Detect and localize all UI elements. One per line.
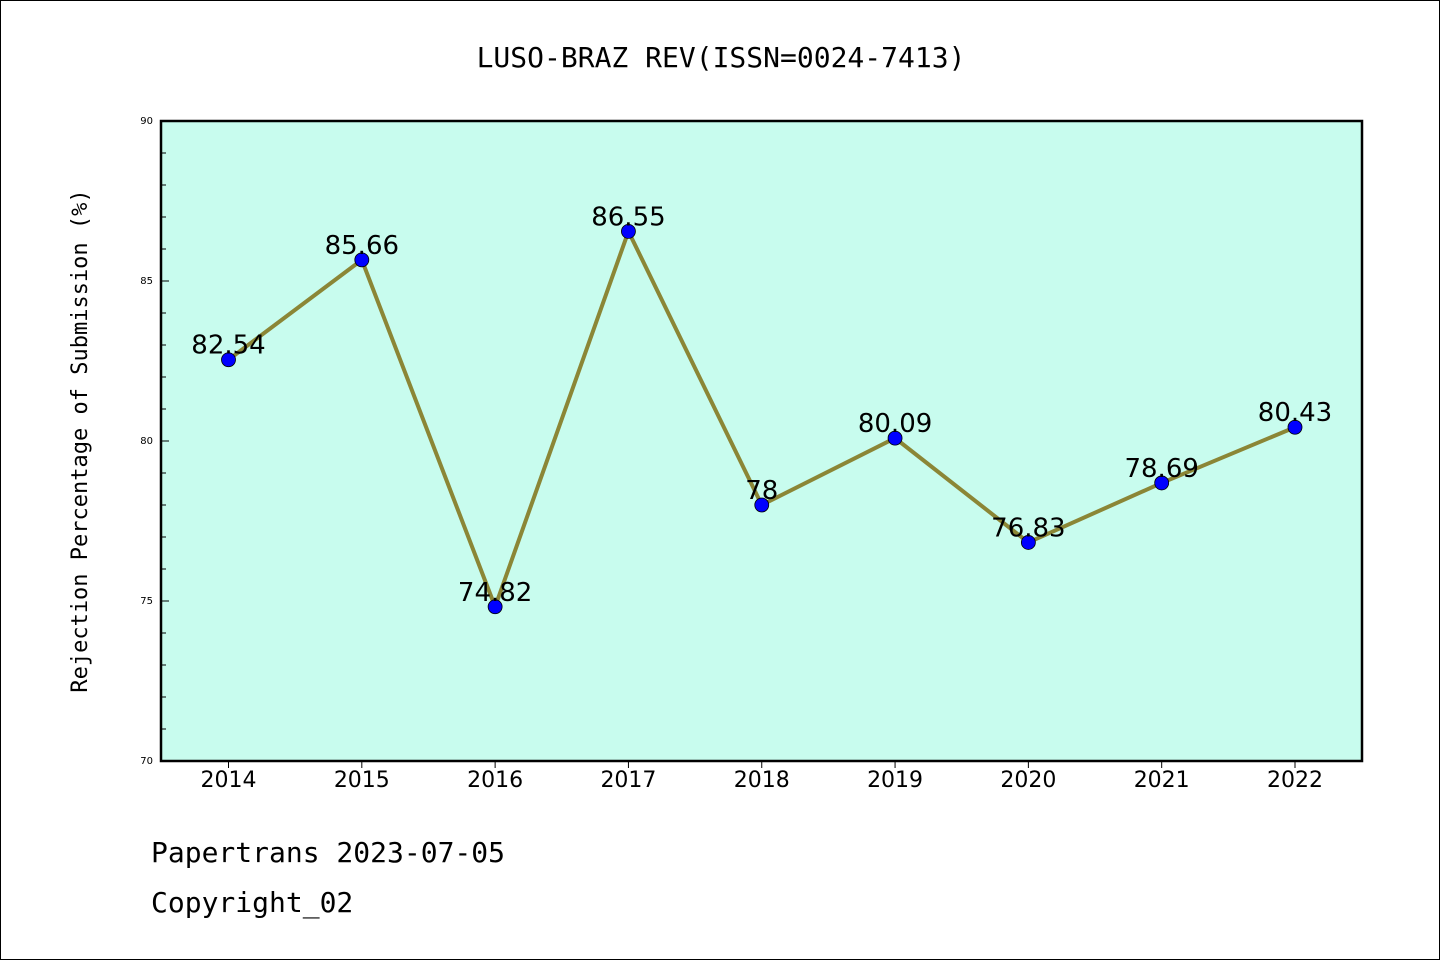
data-point <box>1287 419 1303 435</box>
marker-layer <box>221 223 1303 615</box>
y-axis-label: Rejection Percentage of Submission (%) <box>68 189 93 692</box>
x-tick-label: 2015 <box>334 768 390 793</box>
data-label: 82.54 <box>191 331 265 361</box>
data-label: 80.09 <box>858 409 932 439</box>
x-tick-label: 2017 <box>600 768 656 793</box>
y-tick-label: 85 <box>140 276 153 287</box>
data-label: 78 <box>745 476 778 506</box>
data-label: 86.55 <box>591 202 665 232</box>
footer-copyright: Copyright_02 <box>151 886 354 919</box>
data-point <box>354 252 370 268</box>
chart-title: LUSO-BRAZ REV(ISSN=0024-7413) <box>477 41 966 74</box>
y-tick-label: 80 <box>140 436 153 447</box>
x-tick-label: 2014 <box>201 768 257 793</box>
x-tick-label: 2021 <box>1134 768 1190 793</box>
y-tick-label: 75 <box>140 596 153 607</box>
data-point <box>1020 535 1036 550</box>
x-tick-label: 2020 <box>1000 768 1056 793</box>
data-label: 85.66 <box>325 231 399 261</box>
data-label: 74.82 <box>458 578 532 608</box>
x-tick-label: 2022 <box>1267 768 1323 793</box>
data-label: 78.69 <box>1124 454 1198 484</box>
x-axis: 2014 2015 2016 2017 2018 2019 2020 2021 2022 <box>201 761 1323 793</box>
footer-date: Papertrans 2023-07-05 <box>151 836 506 869</box>
y-tick-label: 90 <box>140 116 153 127</box>
data-point <box>621 223 636 239</box>
x-tick-label: 2019 <box>867 768 923 793</box>
data-label-layer: 82.54 85.66 74.82 86.55 78 80.09 76.83 78.69 80.… <box>191 202 1332 607</box>
plot-area <box>159 119 1364 763</box>
y-axis: 70 75 80 85 90 <box>140 116 169 767</box>
data-point <box>754 497 770 513</box>
data-label: 80.43 <box>1258 398 1332 428</box>
data-point <box>221 352 236 368</box>
y-tick-label: 70 <box>140 756 153 767</box>
data-point <box>1154 475 1170 491</box>
data-point <box>487 599 503 615</box>
x-tick-label: 2018 <box>734 768 790 793</box>
x-tick-label: 2016 <box>467 768 523 793</box>
data-label: 76.83 <box>991 513 1065 543</box>
data-point <box>887 430 903 446</box>
